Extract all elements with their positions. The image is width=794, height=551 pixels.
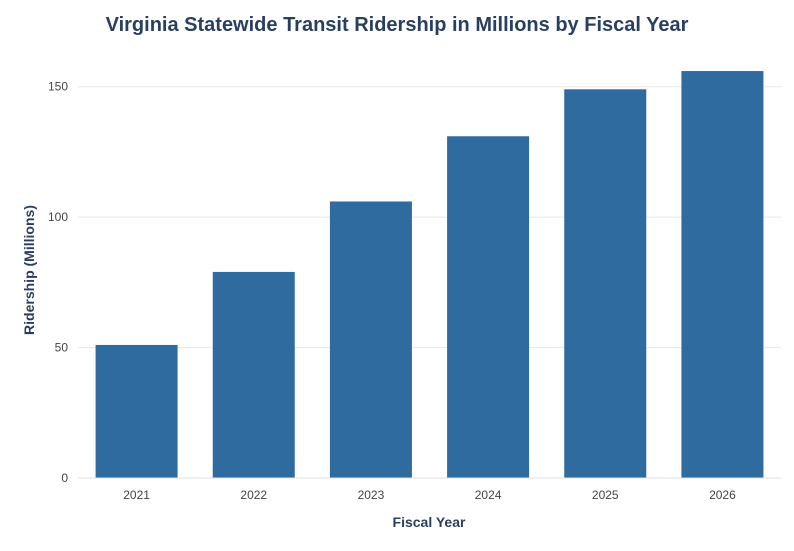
y-tick-label: 50 — [55, 341, 69, 355]
y-tick-label: 0 — [61, 471, 68, 485]
x-tick-label: 2026 — [709, 488, 736, 502]
x-tick-label: 2022 — [240, 488, 267, 502]
bar-2022 — [212, 271, 295, 478]
bar-2021 — [95, 344, 178, 478]
bar-2025 — [564, 89, 647, 478]
chart-title: Virginia Statewide Transit Ridership in … — [106, 14, 689, 36]
x-tick-label: 2024 — [475, 488, 502, 502]
gridlines — [78, 86, 781, 349]
x-tick-label: 2023 — [358, 488, 385, 502]
x-axis-ticks: 2021 2022 2023 2024 2025 2026 — [123, 488, 736, 502]
y-axis-ticks: 0 50 100 150 — [48, 80, 68, 485]
y-tick-label: 150 — [48, 80, 68, 94]
y-tick-label: 100 — [48, 210, 68, 224]
x-axis-title: Fiscal Year — [393, 514, 466, 530]
x-tick-label: 2025 — [592, 488, 619, 502]
bar-2024 — [447, 136, 530, 478]
bar-2023 — [329, 201, 412, 478]
x-tick-label: 2021 — [123, 488, 150, 502]
bar-2026 — [681, 71, 764, 478]
bars — [95, 71, 764, 478]
y-axis-title: Ridership (Millions) — [21, 205, 37, 335]
